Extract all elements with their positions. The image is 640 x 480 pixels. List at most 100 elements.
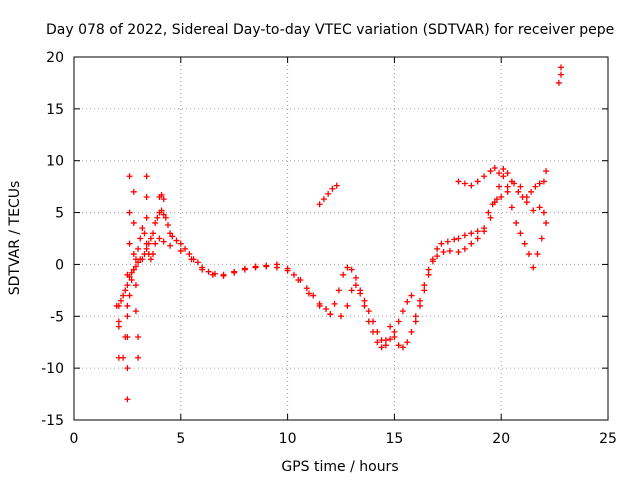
plus-marker <box>156 235 163 242</box>
plus-marker <box>344 302 351 309</box>
y-tick-label: 10 <box>46 154 64 170</box>
plus-marker <box>117 297 124 304</box>
plus-marker <box>115 302 122 309</box>
plus-marker <box>143 240 150 247</box>
plus-marker <box>513 219 520 226</box>
plus-marker <box>231 269 238 276</box>
plus-marker <box>158 191 165 198</box>
plus-marker <box>417 302 424 309</box>
plus-marker <box>508 204 515 211</box>
plus-marker <box>440 248 447 255</box>
plus-marker <box>455 178 462 185</box>
plus-marker <box>132 263 139 270</box>
y-tick-label: -5 <box>50 309 64 325</box>
plus-marker <box>387 323 394 330</box>
plus-marker <box>468 240 475 247</box>
plus-marker <box>164 222 171 229</box>
plus-marker <box>147 235 154 242</box>
plus-marker <box>124 302 131 309</box>
plus-marker <box>455 235 462 242</box>
series-group <box>120 180 547 361</box>
plus-marker <box>399 344 406 351</box>
plus-marker <box>536 204 543 211</box>
x-axis-label: GPS time / hours <box>281 459 398 475</box>
plus-marker <box>316 302 323 309</box>
y-tick-label: 5 <box>55 206 64 222</box>
plus-marker <box>487 214 494 221</box>
plus-marker <box>487 168 494 175</box>
plus-marker <box>496 170 503 177</box>
plus-marker <box>387 336 394 343</box>
plus-marker <box>124 365 131 372</box>
plus-marker <box>434 253 441 260</box>
plus-marker <box>434 245 441 252</box>
plus-marker <box>167 242 174 249</box>
plus-marker <box>335 287 342 294</box>
plus-marker <box>338 313 344 320</box>
plus-marker <box>365 308 372 315</box>
plus-marker <box>160 196 167 203</box>
plus-marker <box>132 282 139 289</box>
plus-marker <box>540 209 547 216</box>
plus-marker <box>135 245 142 252</box>
plus-marker <box>115 323 122 330</box>
plus-marker <box>143 214 150 221</box>
plus-marker <box>540 178 547 185</box>
plus-marker <box>126 292 133 299</box>
plus-marker <box>408 328 415 335</box>
y-tick-label: 20 <box>46 50 64 66</box>
plus-marker <box>177 240 184 247</box>
plus-marker <box>538 235 545 242</box>
plus-marker <box>357 290 364 297</box>
plus-marker <box>154 214 161 221</box>
plus-marker <box>517 230 524 237</box>
plus-marker <box>525 251 532 258</box>
plus-marker <box>558 71 565 78</box>
plus-marker <box>378 344 385 351</box>
plus-marker <box>504 183 511 190</box>
plus-marker <box>498 194 505 201</box>
plus-marker <box>421 282 428 289</box>
plus-marker <box>135 334 142 341</box>
plus-marker <box>474 235 481 242</box>
plus-marker <box>395 318 402 325</box>
plus-marker <box>130 219 137 226</box>
grid-lines <box>74 57 608 420</box>
plus-marker <box>438 240 445 247</box>
plus-marker <box>188 256 195 263</box>
plus-marker <box>115 318 122 325</box>
y-tick-label: 0 <box>55 257 64 273</box>
plus-marker <box>558 64 565 71</box>
plus-marker <box>425 271 432 278</box>
plus-marker <box>126 240 133 247</box>
plus-marker <box>209 271 216 278</box>
plus-marker <box>186 251 193 258</box>
plus-marker <box>348 287 355 294</box>
plus-marker <box>126 173 133 180</box>
plus-marker <box>474 228 481 235</box>
plus-marker <box>496 183 503 190</box>
plus-marker <box>517 183 524 190</box>
plus-marker <box>173 237 180 244</box>
plus-marker <box>205 268 212 275</box>
y-axis-label: SDTVAR / TECUs <box>7 181 23 296</box>
plus-marker <box>519 194 526 201</box>
plus-marker <box>194 259 201 266</box>
plus-marker <box>481 173 488 180</box>
plus-marker <box>404 298 411 305</box>
plus-marker <box>141 230 148 237</box>
chart-title: Day 078 of 2022, Sidereal Day-to-day VTE… <box>46 22 614 38</box>
plus-marker <box>199 266 206 273</box>
plus-marker <box>122 287 129 294</box>
plus-marker <box>493 196 500 203</box>
plus-marker <box>273 264 280 271</box>
plot-frame <box>73 56 609 421</box>
plus-marker <box>323 306 330 313</box>
plus-marker <box>177 247 184 254</box>
plus-marker <box>543 219 550 226</box>
plus-marker <box>316 201 323 208</box>
plus-marker <box>160 238 167 245</box>
plus-marker <box>132 308 139 315</box>
plus-marker <box>241 266 248 273</box>
plus-marker <box>182 245 189 252</box>
